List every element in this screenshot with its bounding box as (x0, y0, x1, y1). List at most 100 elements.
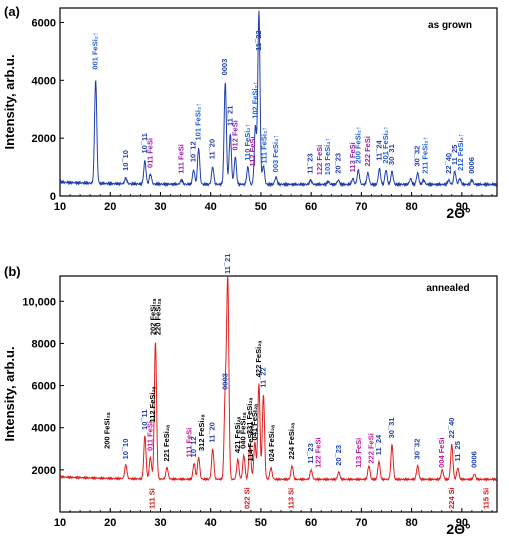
peak-label: 30¯31 (387, 418, 396, 439)
peak-label: 10¯11 (140, 133, 149, 153)
peak-label: 11¯21 (225, 106, 234, 126)
peak-label: 040 FeSi₂ₐ (238, 412, 247, 449)
peak-label: 30¯32 (413, 439, 422, 460)
peak-label: 220 FeSi₂ₐ (153, 298, 162, 335)
peak-label: 011 FeSi (145, 138, 154, 168)
peak-label: 122 FeSi (314, 437, 323, 467)
x-tick-label: 10 (54, 517, 66, 529)
panel-annotation: as grown (428, 20, 472, 31)
y-axis-label: Intensity, arb.u. (2, 346, 17, 441)
si-peak-label: 115 Si (481, 488, 490, 509)
y-tick-label: 6000 (32, 17, 56, 29)
peak-label: 041 FeSi₂ₐ (250, 404, 259, 441)
peak-label: 11¯25 (450, 145, 459, 165)
peak-label: 11¯24 (374, 434, 383, 455)
peak-label: 20¯23 (334, 445, 343, 466)
si-peak-label: 111 Si (147, 488, 156, 509)
peak-label: 111 FeSi₂↑ (259, 127, 268, 164)
x-tick-label: 70 (355, 517, 367, 529)
plot-frame-0 (59, 7, 498, 197)
peak-label: 200 FeSi₂ₐ (103, 412, 112, 449)
peak-label: 102 FeSi₂↑ (250, 81, 259, 119)
y-tick-label: 8000 (32, 338, 56, 350)
x-tick-label: 50 (255, 517, 267, 529)
y-tick-label: 6000 (32, 381, 56, 393)
peak-label: 222 FeSi (363, 136, 372, 166)
peak-label: 11¯25 (453, 441, 462, 461)
peak-label: 111 FeSi (185, 428, 194, 458)
peak-label: 011 FeSi (145, 421, 154, 451)
y-axis-label: Intensity, arb.u. (2, 54, 17, 149)
x-tick-label: 40 (205, 517, 217, 529)
x-tick-label: 40 (205, 201, 217, 213)
peak-label: 122 FeSi (315, 145, 324, 175)
y-tick-label: 10,000 (22, 296, 56, 308)
y-tick-label: 4000 (32, 423, 56, 435)
peak-label: 11¯23 (306, 153, 315, 173)
y-tick-label: 0 (50, 191, 56, 203)
peak-label: 004 FeSi (437, 437, 446, 467)
x-tick-label: 60 (305, 517, 317, 529)
peak-label: 113 FeSi (354, 438, 363, 468)
peak-label: 0003 (220, 373, 229, 390)
panel-label: (a) (4, 4, 20, 19)
peak-label: 110 FeSi₂↑ (243, 124, 252, 161)
peak-label: 10¯10 (121, 439, 130, 460)
peak-label: 331 FeSi₂ₐ (245, 397, 254, 434)
peak-label: 111 FeSi (177, 144, 186, 174)
x-tick-label: 50 (255, 201, 267, 213)
si-peak-label: 022 Si (242, 487, 251, 509)
x-tick-label: 60 (305, 201, 317, 213)
x-tick-label: 80 (405, 517, 417, 529)
x-tick-label: 30 (154, 201, 166, 213)
peak-label: 30¯31 (387, 144, 396, 165)
x-tick-label: 80 (405, 201, 417, 213)
peak-label: 103 FeSi₂↑ (323, 138, 332, 176)
x-tick-label: 20 (104, 201, 116, 213)
x-tick-label: 90 (456, 517, 468, 529)
peak-label: 422 FeSi₂ₐ (254, 340, 263, 377)
peak-label: 222 FeSi (366, 433, 375, 463)
diffraction-curve (59, 10, 498, 188)
plot-frame-1 (59, 275, 498, 513)
peak-label: 22¯40 (444, 153, 453, 174)
peak-label: 11¯24 (374, 139, 383, 160)
panel-label: (b) (4, 264, 21, 279)
x-tick-label: 20 (104, 517, 116, 529)
peak-label: 012 FeSi (230, 120, 239, 150)
peak-label: 10¯12 (189, 141, 198, 162)
peak-label: 312 FeSi₂ₐ (197, 414, 206, 451)
peak-label: 421 FeSi₂ₐ (233, 416, 242, 453)
y-tick-label: 4000 (32, 75, 56, 87)
peak-label: 11¯20 (208, 139, 217, 159)
peak-label: 221 FeSi₂ₐ (162, 425, 171, 462)
peak-label: 11¯21 (223, 254, 232, 274)
peak-label: 113 FeSi (348, 142, 357, 172)
si-peak-label: 113 Si (287, 488, 296, 509)
peak-label: 11¯22 (254, 30, 263, 50)
peak-label: 11¯20 (208, 422, 217, 442)
peak-label: 201 FeSi₂↑ (381, 126, 390, 164)
x-tick-label: 70 (355, 201, 367, 213)
peak-label: 0006 (467, 157, 476, 174)
peak-label: 30¯32 (413, 146, 422, 167)
peak-label: 112 FeSi₂ₐ (148, 386, 157, 422)
peak-label: 003 FeSi₂↑ (271, 135, 280, 173)
peak-label: 0006 (469, 451, 478, 468)
si-peak-label: 224 Si (447, 487, 456, 509)
peak-label: 202 FeSi₂ₐ (148, 298, 157, 335)
peak-label: 11¯23 (306, 443, 315, 463)
peak-label: 200 FeSi₂↑ (353, 126, 362, 164)
peak-label: 10¯11 (140, 410, 149, 430)
x-tick-label: 30 (154, 517, 166, 529)
peak-label: 112 FeSi (248, 136, 257, 166)
peak-label: 212 FeSi₂↑ (456, 133, 465, 171)
peak-label: 114 FeSi₂ₐ (246, 425, 255, 461)
peak-label: 024 FeSi₂ₐ (267, 425, 276, 462)
panel-annotation: annealed (426, 283, 469, 294)
peak-label: 10¯10 (121, 150, 130, 171)
x-tick-label: 10 (54, 201, 66, 213)
peak-label: 224 FeSi₂ₐ (287, 423, 296, 460)
peak-label: 0003 (220, 59, 229, 76)
